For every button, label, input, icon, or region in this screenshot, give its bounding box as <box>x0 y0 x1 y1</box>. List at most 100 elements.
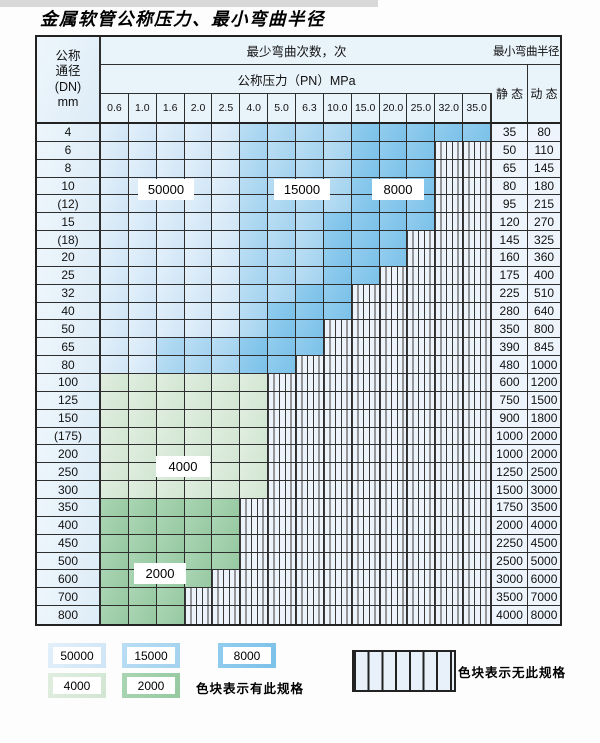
spec-cell-unavailable <box>268 445 297 464</box>
spec-cell-unavailable <box>323 606 352 625</box>
spec-cell-available <box>212 213 241 232</box>
spec-cell-unavailable <box>351 427 380 446</box>
dn-header-line: (DN) <box>54 79 82 94</box>
spec-cell-available <box>212 534 241 553</box>
spec-cell-unavailable <box>407 284 436 303</box>
spec-cell-unavailable <box>323 499 352 517</box>
spec-cell-unavailable <box>268 606 297 625</box>
spec-cell-unavailable <box>407 463 436 482</box>
spec-cell-unavailable <box>323 391 352 410</box>
spec-cell-unavailable <box>463 427 493 446</box>
spec-cell-available <box>128 284 157 303</box>
table-body: 4 35 80 6 50 110 8 65 145 10 80 180 (12) 95 215 15 120 27… <box>37 124 561 625</box>
spec-cell-unavailable <box>351 606 380 625</box>
dn-cell: 800 <box>37 606 101 625</box>
spec-cell-available <box>101 445 129 464</box>
spec-cell-unavailable <box>351 356 380 375</box>
spec-cell-available <box>101 499 129 517</box>
dynamic-radius-cell: 360 <box>528 249 561 267</box>
spec-cell-available <box>268 266 297 285</box>
spec-cell-available <box>240 213 269 232</box>
dn-header-line: mm <box>57 95 79 109</box>
spec-cell-unavailable <box>240 552 269 571</box>
static-radius-cell: 65 <box>492 159 529 178</box>
spec-cell-available <box>240 391 269 410</box>
spec-cell-available <box>156 588 185 607</box>
static-radius-cell: 2500 <box>492 552 529 571</box>
table-row: 350 1750 3500 <box>37 499 561 517</box>
spec-cell-unavailable <box>268 499 297 517</box>
spec-cell-available <box>184 320 213 339</box>
spec-cell-available <box>156 338 185 357</box>
spec-cell-unavailable <box>407 588 436 607</box>
spec-cell-available <box>156 374 185 392</box>
spec-cell-unavailable <box>323 356 352 375</box>
spec-cell-available <box>128 302 157 321</box>
spec-cell-available <box>184 231 213 250</box>
dynamic-radius-cell: 4500 <box>528 534 561 553</box>
static-radius-cell: 350 <box>492 320 529 339</box>
spec-cell-unavailable <box>268 481 297 500</box>
spec-cell-unavailable <box>407 427 436 446</box>
spec-cell-available <box>212 427 241 446</box>
pressure-column-header: 25.0 <box>407 94 436 122</box>
spec-cell-unavailable <box>323 374 352 392</box>
spec-cell-unavailable <box>407 499 436 517</box>
dn-cell: 6 <box>37 141 101 160</box>
spec-cell-unavailable <box>351 284 380 303</box>
spec-cell-available <box>128 338 157 357</box>
spec-cell-available <box>351 231 380 250</box>
table-row: 400 2000 4000 <box>37 516 561 535</box>
spec-cell-unavailable <box>435 284 464 303</box>
spec-cell-unavailable <box>296 427 324 446</box>
spec-cell-available <box>156 124 185 142</box>
pressure-column-header: 35.0 <box>463 94 493 122</box>
spec-cell-unavailable <box>184 606 213 625</box>
dn-cell: 125 <box>37 391 101 410</box>
legend-swatch: 15000 <box>122 643 180 668</box>
table-row: 50 350 800 <box>37 320 561 339</box>
spec-cell-unavailable <box>351 374 380 392</box>
spec-cell-unavailable <box>323 516 352 535</box>
spec-cell-available <box>128 463 157 482</box>
spec-cell-available <box>101 338 129 357</box>
spec-cell-unavailable <box>379 284 408 303</box>
spec-cell-available <box>101 249 129 267</box>
spec-cell-available <box>296 231 324 250</box>
spec-cell-available <box>351 266 380 285</box>
spec-cell-available <box>379 231 408 250</box>
spec-cell-unavailable <box>435 588 464 607</box>
spec-cell-unavailable <box>435 534 464 553</box>
dynamic-radius-cell: 1800 <box>528 409 561 428</box>
spec-cell-available <box>156 320 185 339</box>
dynamic-radius-cell: 180 <box>528 177 561 196</box>
spec-cell-unavailable <box>463 391 493 410</box>
spec-cell-unavailable <box>379 463 408 482</box>
spec-cell-unavailable <box>435 445 464 464</box>
static-radius-cell: 225 <box>492 284 529 303</box>
dynamic-radius-cell: 510 <box>528 284 561 303</box>
spec-cell-available <box>156 427 185 446</box>
spec-cell-unavailable <box>407 266 436 285</box>
spec-cell-available <box>212 463 241 482</box>
spec-cell-available <box>156 356 185 375</box>
spec-cell-available <box>184 481 213 500</box>
spec-cell-available <box>101 266 129 285</box>
spec-cell-available <box>240 249 269 267</box>
spec-cell-available <box>296 320 324 339</box>
spec-cell-available <box>156 409 185 428</box>
spec-cell-available <box>184 374 213 392</box>
cycle-count-label: 8000 <box>372 179 424 200</box>
spec-cell-unavailable <box>435 159 464 178</box>
dn-cell: 8 <box>37 159 101 178</box>
spec-cell-unavailable <box>379 391 408 410</box>
spec-cell-available <box>323 249 352 267</box>
spec-cell-available <box>212 195 241 214</box>
spec-cell-available <box>268 124 297 142</box>
spec-cell-available <box>156 606 185 625</box>
spec-cell-unavailable <box>379 445 408 464</box>
radius-header-group: 最小弯曲半径 静 态 动 态 <box>492 37 560 122</box>
legend-swatch: 4000 <box>48 673 106 698</box>
spec-cell-unavailable <box>435 606 464 625</box>
dynamic-radius-cell: 1500 <box>528 391 561 410</box>
